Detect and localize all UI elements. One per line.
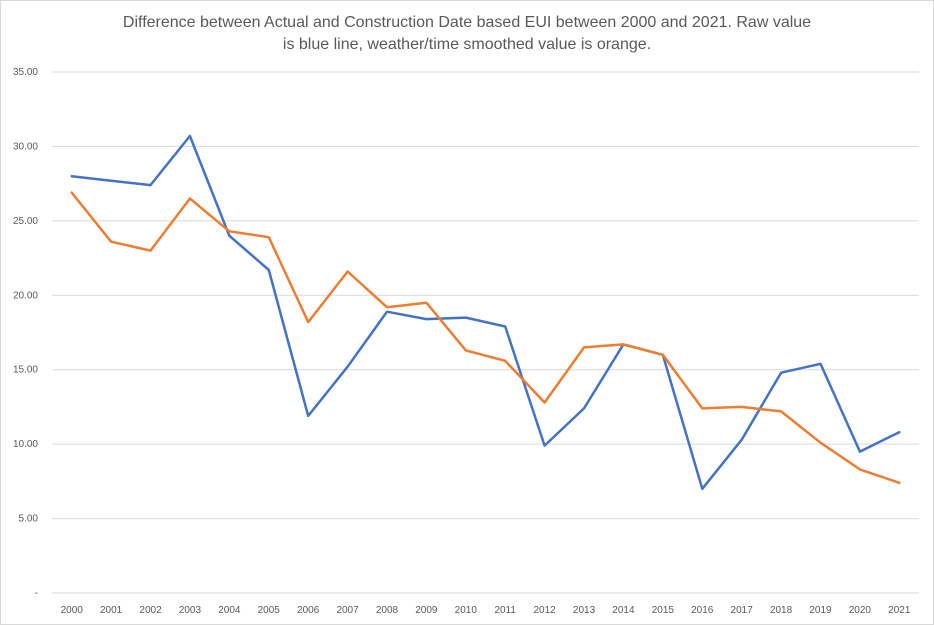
x-tick-label: 2008 xyxy=(376,605,399,616)
gridlines xyxy=(52,71,919,594)
smoothed-value-line xyxy=(70,191,901,485)
x-tick-label: 2009 xyxy=(415,605,438,616)
y-tick-label: 20.00 xyxy=(13,290,38,301)
x-tick-label: 2019 xyxy=(809,605,832,616)
x-tick-label: 2005 xyxy=(258,605,281,616)
y-tick-label: 35.00 xyxy=(13,67,38,78)
x-tick-label: 2020 xyxy=(849,605,872,616)
x-tick-label: 2002 xyxy=(139,605,162,616)
y-tick-label: 5.00 xyxy=(19,514,39,525)
x-tick-label: 2016 xyxy=(691,605,714,616)
x-tick-label: 2015 xyxy=(652,605,675,616)
x-tick-label: 2017 xyxy=(731,605,754,616)
x-tick-label: 2004 xyxy=(218,605,241,616)
y-tick-label: 30.00 xyxy=(13,141,38,152)
x-tick-label: 2003 xyxy=(179,605,202,616)
x-tick-label: 2013 xyxy=(573,605,596,616)
y-tick-label: 10.00 xyxy=(13,439,38,450)
x-tick-label: 2000 xyxy=(61,605,84,616)
y-tick-label: 15.00 xyxy=(13,365,38,376)
y-tick-label: 25.00 xyxy=(13,216,38,227)
chart-title: Difference between Actual and Constructi… xyxy=(0,12,934,56)
chart-title-line-2: is blue line, weather/time smoothed valu… xyxy=(282,36,652,53)
x-axis-ticks: 2000 2001 2002 2003 2004 2005 2006 2007 2008 2009… xyxy=(61,605,911,616)
y-axis-ticks: - 5.00 10.00 15.00 20.00 25.00 30.00 35.00 xyxy=(13,67,38,599)
x-tick-label: 2014 xyxy=(612,605,635,616)
chart-title-line-1: Difference between Actual and Constructi… xyxy=(122,14,812,31)
x-tick-label: 2011 xyxy=(494,605,516,616)
y-tick-label: - xyxy=(35,588,38,599)
x-tick-label: 2012 xyxy=(533,605,556,616)
x-tick-label: 2007 xyxy=(336,605,359,616)
x-tick-label: 2018 xyxy=(770,605,793,616)
x-tick-label: 2021 xyxy=(888,605,911,616)
raw-value-line xyxy=(70,134,901,491)
x-tick-label: 2010 xyxy=(455,605,478,616)
x-tick-label: 2006 xyxy=(297,605,320,616)
series-lines xyxy=(70,134,901,491)
x-tick-label: 2001 xyxy=(100,605,123,616)
